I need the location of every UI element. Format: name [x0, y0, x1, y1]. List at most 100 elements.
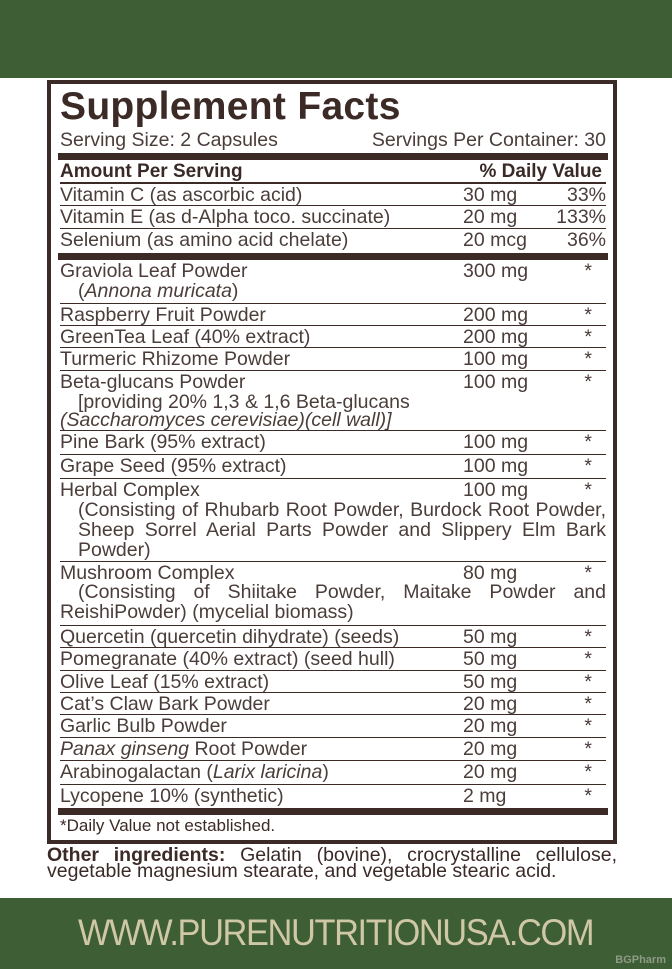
- nutrient-row: Lycopene 10% (synthetic) 2 mg *: [60, 785, 606, 808]
- top-green-band: [0, 0, 672, 78]
- bottom-green-band: WWW.PURENUTRITIONUSA.COM BGPharm: [0, 898, 672, 969]
- daily-value-header: % Daily Value: [479, 161, 602, 182]
- nutrient-name: GreenTea Leaf (40% extract): [60, 326, 311, 348]
- nutrient-name: Grape Seed (95% extract): [60, 455, 287, 477]
- nutrient-amount: 50 mg: [463, 671, 518, 693]
- nutrient-row: GreenTea Leaf (40% extract) 200 mg *: [60, 326, 606, 348]
- nutrient-amount: 100 mg: [463, 371, 529, 393]
- nutrient-row: Pomegranate (40% extract) (seed hull) 50 …: [60, 648, 606, 671]
- serving-info: Serving Size: 2 Capsules Servings Per Co…: [60, 128, 606, 153]
- nutrient-row: Beta-glucans Powder 100 mg * [providing 20%…: [60, 371, 606, 431]
- nutrient-name: Panax ginseng Root Powder: [60, 738, 308, 760]
- nutrient-detail: (Consisting of Rhubarb Root Powder, Burd…: [78, 499, 606, 561]
- website-url[interactable]: WWW.PURENUTRITIONUSA.COM: [78, 912, 595, 953]
- nutrient-detail: [providing 20% 1,3 & 1,6 Beta-glucans: [78, 391, 410, 413]
- thick-divider: [58, 808, 608, 815]
- daily-value: *: [584, 671, 592, 693]
- daily-value: *: [584, 715, 592, 737]
- nutrient-amount: 100 mg: [463, 479, 529, 501]
- daily-value: *: [584, 693, 592, 715]
- servings-per-container: Servings Per Container: 30: [371, 129, 606, 151]
- nutrient-row: Arabinogalactan (Larix laricina) 20 mg *: [60, 761, 606, 785]
- daily-value: *: [584, 738, 592, 760]
- nutrient-row: Selenium (as amino acid chelate) 20 mcg 36…: [60, 229, 606, 253]
- nutrient-amount: 100 mg: [463, 431, 529, 453]
- nutrient-amount: 200 mg: [463, 304, 529, 326]
- nutrient-name: Herbal Complex: [60, 479, 200, 501]
- thick-divider: [58, 253, 608, 260]
- daily-value: 36%: [566, 229, 606, 251]
- nutrient-name: Raspberry Fruit Powder: [60, 304, 266, 326]
- nutrient-name: Selenium (as amino acid chelate): [60, 229, 349, 251]
- nutrient-amount: 50 mg: [463, 626, 518, 648]
- nutrient-name: Graviola Leaf Powder: [60, 260, 248, 282]
- nutrient-name: Lycopene 10% (synthetic): [60, 785, 284, 807]
- nutrient-row: Panax ginseng Root Powder 20 mg *: [60, 738, 606, 761]
- nutrient-name: Garlic Bulb Powder: [60, 715, 227, 737]
- nutrient-amount: 30 mg: [463, 184, 518, 206]
- other-ingredients: Other ingredients: Gelatin (bovine), cro…: [47, 845, 617, 880]
- nutrient-row: Mushroom Complex 80 mg * (Consisting of Shi…: [60, 562, 606, 626]
- daily-value: *: [584, 348, 592, 370]
- nutrient-row: Olive Leaf (15% extract) 50 mg *: [60, 671, 606, 693]
- amount-per-serving-header: Amount Per Serving: [60, 161, 243, 182]
- serving-size: Serving Size: 2 Capsules: [60, 129, 278, 151]
- nutrient-name: Cat’s Claw Bark Powder: [60, 693, 270, 715]
- nutrient-row: Quercetin (quercetin dihydrate) (seeds) 5…: [60, 626, 606, 648]
- nutrient-name: Quercetin (quercetin dihydrate) (seeds): [60, 626, 400, 648]
- nutrient-amount: 80 mg: [463, 562, 518, 584]
- nutrient-row: Graviola Leaf Powder 300 mg * (Annona muric…: [60, 260, 606, 304]
- nutrient-row: Vitamin E (as d-Alpha toco. succinate) 20…: [60, 206, 606, 229]
- nutrient-amount: 20 mg: [463, 738, 518, 760]
- nutrient-row: Garlic Bulb Powder 20 mg *: [60, 715, 606, 738]
- nutrient-row: Vitamin C (as ascorbic acid) 30 mg 33%: [60, 184, 606, 206]
- daily-value: *: [584, 479, 592, 501]
- nutrient-amount: 20 mg: [463, 715, 518, 737]
- nutrient-name: Arabinogalactan (Larix laricina): [60, 761, 329, 783]
- daily-value: *: [584, 785, 592, 807]
- nutrient-row: Turmeric Rhizome Powder 100 mg *: [60, 348, 606, 371]
- daily-value: *: [584, 371, 592, 393]
- nutrient-name: Pine Bark (95% extract): [60, 431, 266, 453]
- nutrient-row: Pine Bark (95% extract) 100 mg *: [60, 431, 606, 455]
- daily-value: 133%: [556, 206, 606, 228]
- supplement-facts-panel: Supplement Facts Serving Size: 2 Capsule…: [47, 80, 617, 844]
- nutrient-name: Olive Leaf (15% extract): [60, 671, 270, 693]
- footnote: *Daily Value not established.: [60, 816, 276, 835]
- nutrient-name: Vitamin E (as d-Alpha toco. succinate): [60, 206, 391, 228]
- nutrient-name: Turmeric Rhizome Powder: [60, 348, 291, 370]
- nutrient-name: Mushroom Complex: [60, 562, 235, 584]
- nutrient-detail: (Saccharomyces cerevisiae)(cell wall)]: [60, 409, 392, 431]
- daily-value: *: [584, 260, 592, 282]
- watermark: BGPharm: [615, 954, 666, 966]
- ingredient-rows: Graviola Leaf Powder 300 mg * (Annona muric…: [60, 260, 606, 808]
- daily-value: *: [584, 304, 592, 326]
- daily-value: *: [584, 626, 592, 648]
- nutrient-detail: (Consisting of Shiitake Powder, Maitake …: [60, 581, 606, 623]
- nutrient-amount: 20 mg: [463, 761, 518, 783]
- vitamin-rows: Vitamin C (as ascorbic acid) 30 mg 33% Vita…: [60, 184, 606, 253]
- nutrient-name: Vitamin C (as ascorbic acid): [60, 184, 303, 206]
- nutrient-row: Raspberry Fruit Powder 200 mg *: [60, 304, 606, 326]
- daily-value: *: [584, 326, 592, 348]
- nutrient-row: Grape Seed (95% extract) 100 mg *: [60, 455, 606, 479]
- column-header: Amount Per Serving % Daily Value: [60, 160, 606, 184]
- nutrient-row: Cat’s Claw Bark Powder 20 mg *: [60, 693, 606, 715]
- nutrient-amount: 100 mg: [463, 455, 529, 477]
- nutrient-row: Herbal Complex 100 mg * (Consisting of Rhub…: [60, 479, 606, 562]
- other-ingredients-label: Other ingredients:: [47, 844, 226, 866]
- nutrient-amount: 100 mg: [463, 348, 529, 370]
- nutrient-amount: 20 mg: [463, 206, 518, 228]
- nutrient-detail: (Annona muricata): [78, 280, 239, 302]
- thick-divider: [58, 153, 608, 160]
- daily-value: *: [584, 431, 592, 453]
- nutrient-amount: 50 mg: [463, 648, 518, 670]
- nutrient-name: Pomegranate (40% extract) (seed hull): [60, 648, 395, 670]
- other-ingredients-text: Gelatin (bovine), crocrystalline cellulo…: [47, 844, 617, 882]
- daily-value: *: [584, 761, 592, 783]
- nutrient-amount: 2 mg: [463, 785, 507, 807]
- panel-title: Supplement Facts: [60, 85, 401, 128]
- nutrient-amount: 300 mg: [463, 260, 529, 282]
- daily-value: *: [584, 648, 592, 670]
- nutrient-name: Beta-glucans Powder: [60, 371, 246, 393]
